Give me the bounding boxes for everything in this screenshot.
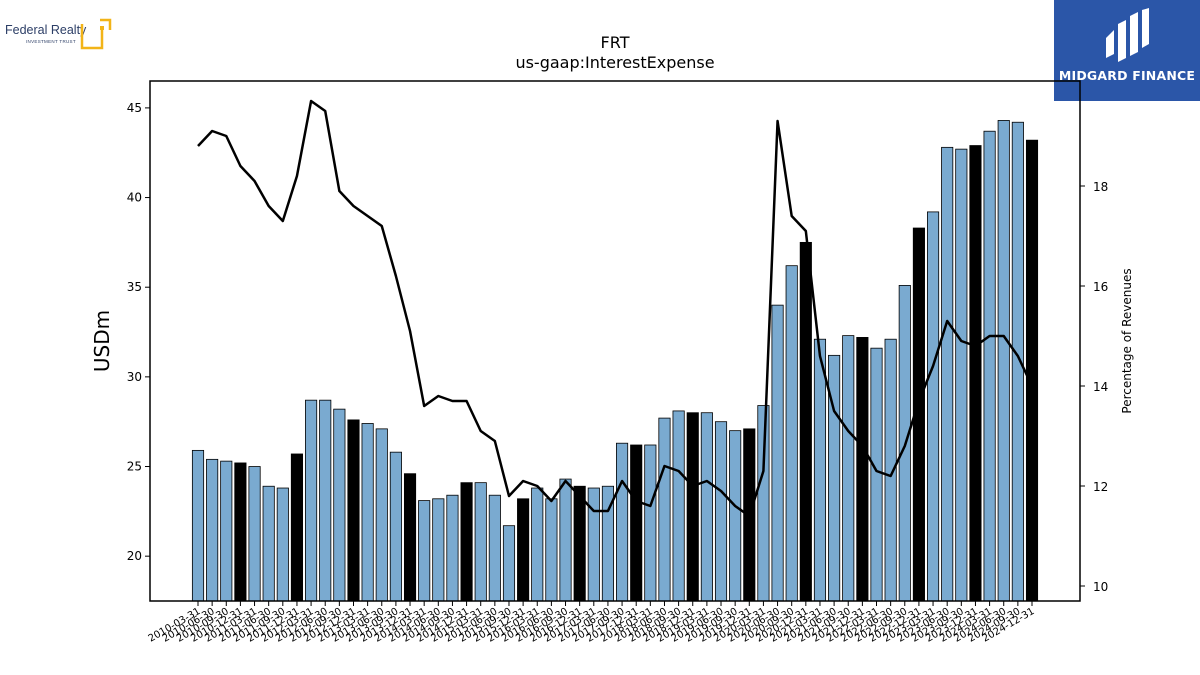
bar-series [191, 120, 1039, 602]
plot-frame [149, 80, 1081, 602]
federal-realty-logo: Federal Realty INVESTMENT TRUST [4, 16, 116, 52]
y-axis-label: USDm [90, 310, 114, 372]
bar-2014-09-30 [446, 494, 459, 602]
bar-2013-06-30 [375, 428, 388, 602]
bar-2012-03-31 [305, 399, 318, 602]
bar-2012-12-31 [347, 419, 360, 602]
bar-2020-03-31 [757, 405, 770, 602]
bar-2020-12-31 [799, 241, 812, 602]
bar-2012-06-30 [319, 399, 332, 602]
bar-2021-09-30 [842, 335, 855, 602]
bar-2013-12-31 [403, 473, 417, 602]
bar-2012-09-30 [333, 408, 346, 602]
midgard-finance-logo: MIDGARD FINANCE [1054, 0, 1200, 101]
bar-2013-03-31 [361, 423, 374, 602]
y-tick-label: 40 [127, 191, 142, 205]
bar-2010-09-30 [220, 460, 233, 602]
bar-2022-03-31 [870, 347, 883, 602]
bar-2014-06-30 [432, 498, 445, 602]
bar-2010-06-30 [206, 458, 219, 602]
bar-2023-06-30 [941, 146, 954, 602]
y-tick-label: 45 [127, 101, 142, 115]
bar-2011-03-31 [248, 466, 261, 602]
bar-2015-03-31 [474, 482, 487, 602]
bar-2015-12-31 [517, 498, 530, 602]
bar-2021-03-31 [813, 338, 827, 602]
bar-2020-06-30 [771, 304, 784, 602]
line-series [197, 99, 1034, 518]
federal-realty-logo-mark [80, 24, 104, 50]
bar-2019-03-31 [700, 412, 713, 602]
bar-2011-09-30 [276, 487, 289, 602]
bar-2024-06-30 [997, 120, 1010, 602]
bar-2023-03-31 [927, 211, 940, 602]
bar-2024-03-31 [983, 130, 996, 602]
federal-realty-logo-square [100, 26, 104, 30]
y2-tick-label: 12 [1093, 480, 1108, 494]
midgard-logo-mark [1106, 8, 1149, 62]
bar-2018-12-31 [686, 412, 699, 602]
bar-2011-06-30 [262, 485, 275, 602]
bar-2011-12-31 [290, 453, 304, 602]
y-tick-label: 25 [127, 460, 142, 474]
bar-2016-09-30 [559, 478, 572, 602]
bar-2017-09-30 [616, 442, 629, 602]
bar-2010-12-31 [234, 462, 247, 602]
y-tick-label: 20 [127, 549, 142, 563]
bar-2021-12-31 [856, 337, 869, 602]
bar-2017-12-31 [630, 444, 643, 602]
y2-tick-label: 14 [1093, 380, 1108, 394]
x-axis: 2010-03-312010-06-302010-09-302010-12-31… [147, 601, 1037, 645]
bar-2010-03-31 [191, 449, 205, 602]
federal-realty-logo-mark-corner [100, 18, 112, 30]
y2-axis-label: Percentage of Revenues [1120, 268, 1134, 413]
bar-2015-09-30 [502, 525, 516, 602]
y-tick-label: 30 [127, 370, 142, 384]
bar-2018-03-31 [644, 444, 657, 602]
federal-realty-logo-subtext: INVESTMENT TRUST [26, 39, 76, 44]
percentage-line [197, 99, 1034, 518]
y-tick-label: 35 [127, 280, 142, 294]
bar-2015-06-30 [488, 494, 501, 602]
bar-2019-09-30 [729, 430, 742, 602]
bar-2013-09-30 [389, 451, 402, 602]
bar-2016-03-31 [531, 487, 544, 602]
bar-2014-03-31 [418, 500, 431, 602]
y-axis-left: 20 25 30 35 40 45 [127, 101, 150, 563]
bar-2014-12-31 [460, 482, 473, 602]
y-axis-right: 10 12 14 16 18 [1080, 180, 1108, 594]
y2-tick-label: 16 [1093, 280, 1108, 294]
federal-realty-logo-text: Federal Realty [5, 23, 87, 37]
bar-2024-12-31 [1025, 139, 1039, 602]
bar-2020-09-30 [785, 265, 798, 602]
y2-tick-label: 10 [1093, 580, 1108, 594]
chart-subtitle: us-gaap:InterestExpense [515, 53, 714, 72]
midgard-finance-logo-text: MIDGARD FINANCE [1058, 68, 1196, 83]
bar-2018-09-30 [672, 410, 685, 602]
bar-2019-06-30 [714, 421, 728, 602]
bar-2023-09-30 [955, 148, 968, 602]
bar-2018-06-30 [658, 417, 671, 602]
bar-2016-06-30 [545, 498, 558, 602]
y2-tick-label: 18 [1093, 180, 1108, 194]
bar-2023-12-31 [969, 145, 982, 602]
chart-title: FRT [601, 33, 630, 52]
bar-2016-12-31 [573, 485, 586, 602]
